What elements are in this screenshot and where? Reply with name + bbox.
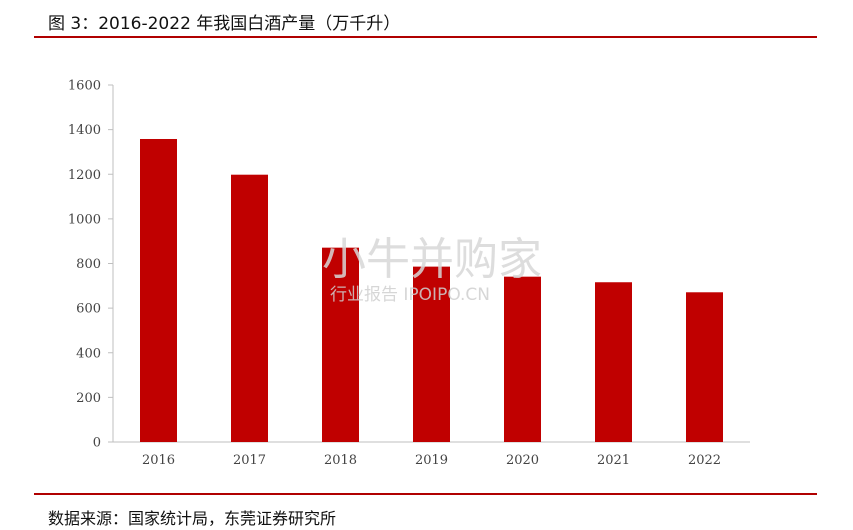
watermark-sub: 行业报告 IPOIPO.CN (330, 285, 490, 305)
bar-2018 (322, 247, 359, 442)
x-tick-label: 2022 (688, 453, 721, 468)
x-tick-label: 2018 (324, 453, 357, 468)
x-tick-label: 2017 (233, 453, 266, 468)
bar-2016 (140, 138, 177, 442)
y-tick-label: 1200 (68, 168, 101, 183)
bar-2022 (686, 292, 723, 442)
y-tick-label: 800 (76, 257, 101, 272)
y-tick-label: 0 (93, 436, 101, 451)
bar-2019 (413, 266, 450, 442)
top-rule (34, 36, 817, 38)
watermark-main: 小牛并购家 (322, 234, 542, 285)
x-tick-label: 2016 (142, 453, 175, 468)
x-tick-label: 2021 (597, 453, 630, 468)
x-tick-label: 2019 (415, 453, 448, 468)
y-tick-label: 200 (76, 391, 101, 406)
x-tick-label: 2020 (506, 453, 539, 468)
chart-axes: 0 200 400 600 800 1000 1200 1400 1600 2016 2017 201… (68, 79, 750, 468)
y-tick-label: 1000 (68, 212, 101, 227)
bar-chart: 0 200 400 600 800 1000 1200 1400 1600 2016 2017 201… (68, 79, 750, 468)
chart-bars (140, 138, 723, 443)
bar-2020 (504, 276, 541, 442)
y-tick-label: 600 (76, 302, 101, 317)
bar-2017 (231, 174, 268, 443)
source-note: 数据来源：国家统计局，东莞证券研究所 (48, 509, 337, 528)
y-tick-label: 400 (76, 346, 101, 361)
y-tick-label: 1600 (68, 79, 101, 94)
y-tick-label: 1400 (68, 123, 101, 138)
figure-title: 图 3：2016-2022 年我国白酒产量（万千升） (48, 14, 401, 34)
bottom-rule (34, 493, 817, 495)
bar-2021 (595, 282, 632, 442)
watermark: 小牛并购家 行业报告 IPOIPO.CN (322, 234, 542, 305)
